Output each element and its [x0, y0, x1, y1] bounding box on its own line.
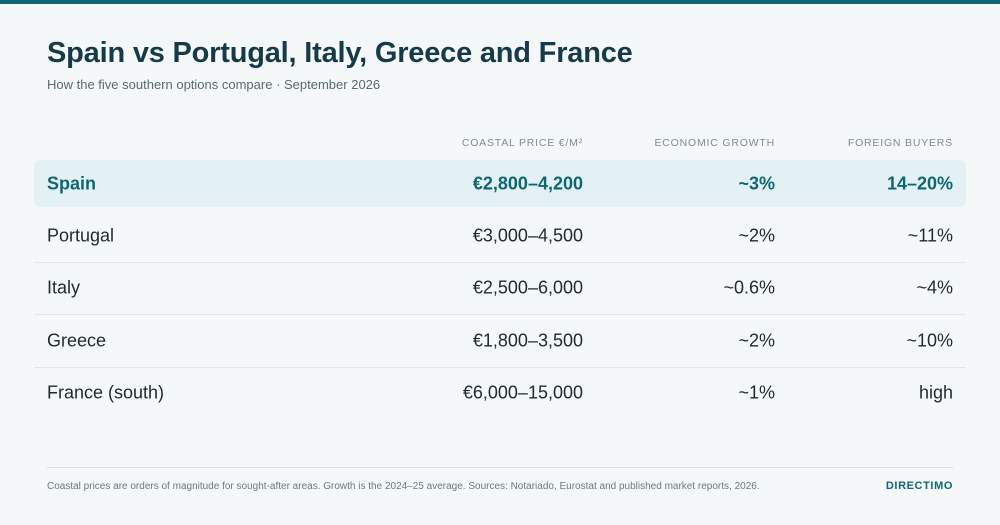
table-row-portugal: Portugal €3,000–4,500 ~2% ~11% [34, 210, 966, 263]
brand-logo: DIRECTIMO [885, 480, 953, 492]
country-cell: Portugal [47, 225, 115, 246]
price-cell: €6,000–15,000 [462, 382, 583, 403]
buyers-cell: ~10% [906, 330, 953, 351]
country-cell: Greece [47, 330, 107, 351]
buyers-cell: 14–20% [886, 173, 953, 193]
growth-cell: ~0.6% [723, 277, 775, 298]
growth-cell: ~1% [738, 382, 775, 403]
buyers-cell: ~11% [907, 225, 953, 246]
column-header-price: Coastal price €/m² [461, 137, 583, 149]
footnote: Coastal prices are orders of magnitude f… [47, 481, 760, 492]
table-row-spain: Spain €2,800–4,200 ~3% 14–20% [34, 160, 966, 207]
growth-cell: ~2% [738, 225, 775, 246]
buyers-cell: high [918, 382, 953, 403]
footer-divider [47, 467, 953, 468]
price-cell: €2,800–4,200 [472, 173, 583, 193]
price-cell: €2,500–6,000 [472, 277, 583, 298]
column-header-growth: Economic growth [654, 137, 775, 149]
page-subtitle: How the five southern options compare · … [47, 77, 381, 92]
top-accent-bar [0, 0, 1000, 4]
price-cell: €1,800–3,500 [472, 330, 583, 351]
country-cell: France (south) [47, 382, 165, 403]
growth-cell: ~3% [738, 173, 775, 193]
column-header-buyers: Foreign buyers [847, 137, 953, 149]
table-header-row: Coastal price €/m² Economic growth Forei… [34, 128, 966, 158]
country-cell: Italy [47, 277, 81, 298]
country-cell: Spain [47, 173, 97, 193]
page-title: Spain vs Portugal, Italy, Greece and Fra… [47, 37, 633, 69]
price-cell: €3,000–4,500 [472, 225, 583, 246]
growth-cell: ~2% [738, 330, 775, 351]
comparison-table: Coastal price €/m² Economic growth Forei… [34, 128, 966, 419]
table-row-italy: Italy €2,500–6,000 ~0.6% ~4% [34, 263, 966, 315]
table-row-greece: Greece €1,800–3,500 ~2% ~10% [34, 315, 966, 368]
table-row-france: France (south) €6,000–15,000 ~1% high [34, 368, 966, 420]
buyers-cell: ~4% [916, 277, 953, 298]
